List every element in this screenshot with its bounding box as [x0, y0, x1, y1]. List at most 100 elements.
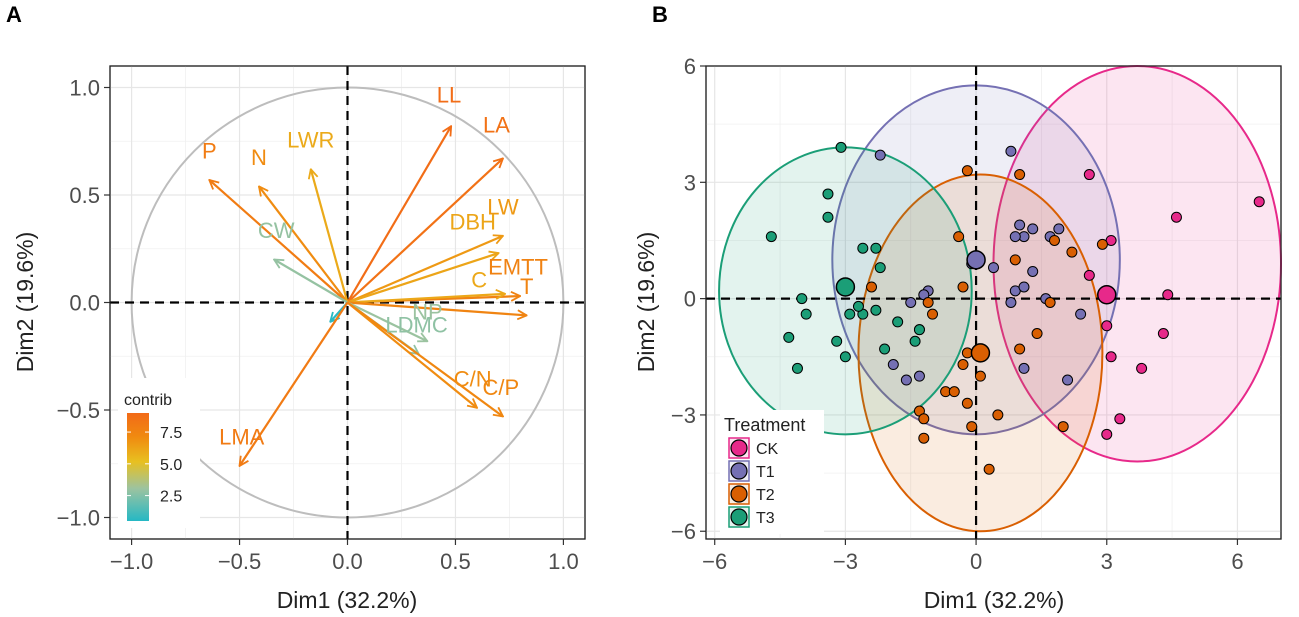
- point-ck: [1105, 351, 1117, 363]
- legend-key-point-t1: [730, 462, 748, 480]
- variable-label-t: T: [520, 274, 533, 299]
- point-t2: [974, 370, 986, 382]
- point-t2: [918, 413, 930, 425]
- legend-label-t2: T2: [756, 487, 775, 504]
- point-t3: [765, 231, 777, 243]
- point-t1: [1005, 297, 1017, 308]
- point-t1: [913, 370, 925, 382]
- point-t2: [961, 165, 973, 177]
- panel-b-y-axis-label: Dim2 (19.6%): [633, 232, 659, 373]
- legend-key-point-t2: [730, 485, 748, 503]
- y-tick-label: −6: [671, 519, 696, 544]
- legend-tick-label: 5.0: [160, 457, 182, 474]
- point-t3: [909, 335, 921, 347]
- panel-a-axis-ticks: −1.0 −0.5 0.0 0.5 1.0 −1.0 −0.5 0.0 0.5 1.0: [57, 76, 579, 575]
- variable-label-n: N: [251, 145, 267, 170]
- variable-label-ll: LL: [437, 83, 461, 108]
- point-ck: [1170, 211, 1182, 223]
- y-tick-label: 0.5: [69, 183, 100, 208]
- legend-contrib-title: contrib: [124, 392, 172, 409]
- point-t3: [831, 335, 843, 347]
- point-t2: [866, 281, 878, 293]
- x-tick-label: 0: [970, 549, 982, 574]
- point-t3: [844, 308, 856, 320]
- y-tick-label: 0.0: [69, 291, 100, 316]
- x-tick-label: −6: [702, 549, 727, 574]
- point-t3: [892, 316, 904, 328]
- legend-tick-label: 2.5: [160, 489, 182, 506]
- y-tick-label: −1.0: [57, 506, 100, 531]
- point-t1: [1062, 374, 1074, 386]
- centroid-ck: [1097, 284, 1117, 305]
- variable-label-emtt: EMTT: [488, 255, 548, 280]
- point-t1: [1009, 231, 1021, 243]
- point-t3: [870, 242, 882, 254]
- point-t2: [966, 421, 978, 433]
- x-tick-label: −1.0: [110, 549, 153, 574]
- point-t2: [992, 409, 1004, 421]
- point-t2: [927, 308, 939, 320]
- legend-label-t1: T1: [756, 464, 775, 481]
- variable-arrow-lma: [240, 301, 349, 466]
- point-t1: [905, 297, 917, 308]
- legend-label-t3: T3: [756, 510, 775, 527]
- point-t3: [796, 293, 808, 305]
- x-tick-label: 0.5: [440, 549, 471, 574]
- variable-label-c-p: C/P: [482, 375, 519, 400]
- panel-a-y-axis-label: Dim2 (19.6%): [12, 232, 38, 373]
- point-ck: [1101, 428, 1113, 440]
- point-ck: [1083, 269, 1095, 281]
- x-tick-label: −0.5: [218, 549, 261, 574]
- x-tick-label: −3: [833, 549, 858, 574]
- x-tick-label: 1.0: [548, 549, 579, 574]
- variable-label-lwr: LWR: [287, 128, 334, 153]
- variable-arrow-t: [347, 301, 527, 316]
- centroid-t2: [970, 343, 991, 363]
- point-t2: [953, 231, 965, 243]
- variable-arrow-lwr: [311, 169, 349, 303]
- point-t2: [1044, 297, 1056, 308]
- variable-label-cw: CW: [258, 218, 295, 243]
- point-t1: [1027, 223, 1039, 235]
- variable-arrow-n: [259, 186, 349, 304]
- y-tick-label: 0: [684, 287, 696, 312]
- point-t1: [1053, 223, 1065, 235]
- legend-treatment-items: CK T1 T2 T3: [728, 437, 779, 528]
- point-t1: [900, 374, 912, 386]
- point-t2: [1066, 246, 1078, 258]
- point-t1: [1027, 265, 1039, 277]
- panel-a-zero-lines: [110, 66, 585, 539]
- variable-arrow-c: [347, 294, 506, 304]
- point-ck: [1157, 328, 1169, 340]
- point-t2: [961, 397, 973, 409]
- panel-a-variable-arrows: [209, 126, 526, 466]
- point-t3: [879, 343, 891, 355]
- variable-arrow-la: [346, 158, 503, 304]
- y-tick-label: 3: [684, 170, 696, 195]
- point-t2: [957, 281, 969, 293]
- point-t3: [839, 351, 851, 363]
- panel-b-treatment-legend: Treatment CK T1 T2 T3: [720, 410, 824, 534]
- point-t2: [983, 463, 995, 475]
- variable-label-c: C: [471, 267, 487, 292]
- point-ck: [1101, 320, 1113, 332]
- point-t2: [1009, 254, 1021, 266]
- legend-treatment-title: Treatment: [724, 415, 805, 435]
- legend-contrib-colorbar: [127, 413, 149, 521]
- point-t2: [918, 432, 930, 444]
- y-tick-label: −0.5: [57, 398, 100, 423]
- point-t1: [887, 359, 899, 371]
- point-t2: [1014, 343, 1026, 355]
- variable-arrow-p: [209, 180, 349, 304]
- variable-label-lma: LMA: [219, 424, 265, 449]
- panel-b-group-centroids: [835, 250, 1117, 363]
- variable-label-la: LA: [483, 113, 510, 138]
- variable-label-np: NP: [412, 300, 443, 325]
- point-t3: [913, 324, 925, 336]
- variable-arrow-lw: [347, 236, 503, 304]
- point-t2: [922, 297, 934, 308]
- point-t1: [874, 149, 886, 161]
- variable-arrow-ll: [346, 126, 452, 304]
- point-t3: [822, 188, 834, 200]
